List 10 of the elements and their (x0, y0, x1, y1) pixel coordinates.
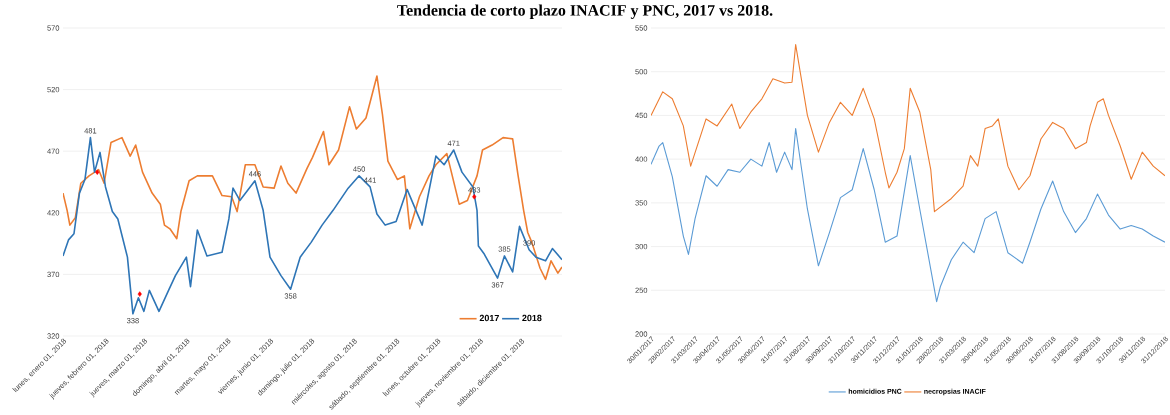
point (95, 169, 100, 175)
chart-title: Tendencia de corto plazo INACIF y PNC, 2017 vs 2018. (397, 4, 773, 20)
line-series (651, 44, 1166, 213)
line-series (63, 75, 563, 281)
point (472, 194, 477, 200)
legend-label: 2018 (522, 314, 542, 322)
line-series (651, 127, 1166, 303)
line-series (63, 136, 563, 315)
legend-label: 2017 (479, 314, 499, 322)
point (137, 291, 142, 297)
